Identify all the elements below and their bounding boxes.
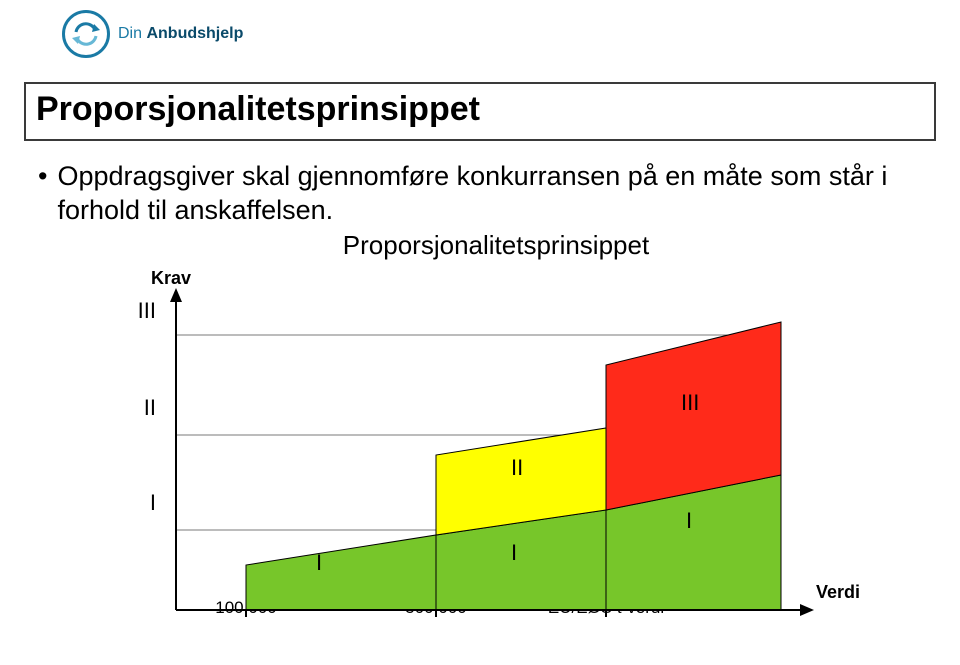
svg-text:I: I bbox=[316, 550, 322, 575]
logo-brand-thin: Din bbox=[118, 25, 142, 42]
bullet-item: • Oppdragsgiver skal gjennomføre konkurr… bbox=[38, 160, 918, 228]
svg-text:II: II bbox=[511, 455, 523, 480]
bullet-list: • Oppdragsgiver skal gjennomføre konkurr… bbox=[38, 160, 918, 228]
logo: Din Anbudshjelp bbox=[62, 10, 243, 58]
title-box: Proporsjonalitetsprinsippet bbox=[24, 82, 936, 141]
logo-text: Din Anbudshjelp bbox=[118, 26, 243, 42]
svg-text:I: I bbox=[686, 508, 692, 533]
svg-text:I: I bbox=[511, 540, 517, 565]
slide-title: Proporsjonalitetsprinsippet bbox=[36, 90, 924, 129]
logo-mark bbox=[62, 10, 110, 58]
bullet-dot-icon: • bbox=[38, 160, 47, 194]
slide: Din Anbudshjelp Proporsjonalitetsprinsip… bbox=[0, 0, 960, 665]
swap-arrows-icon bbox=[70, 18, 102, 50]
chart: Proporsjonalitetsprinsippet Krav Verdi I… bbox=[116, 230, 876, 650]
bullet-text: Oppdragsgiver skal gjennomføre konkurran… bbox=[57, 160, 918, 228]
svg-text:III: III bbox=[681, 390, 699, 415]
logo-brand-bold: Anbudshjelp bbox=[146, 25, 243, 42]
chart-title: Proporsjonalitetsprinsippet bbox=[116, 230, 876, 261]
chart-plot: IIIIIIII bbox=[116, 260, 836, 630]
